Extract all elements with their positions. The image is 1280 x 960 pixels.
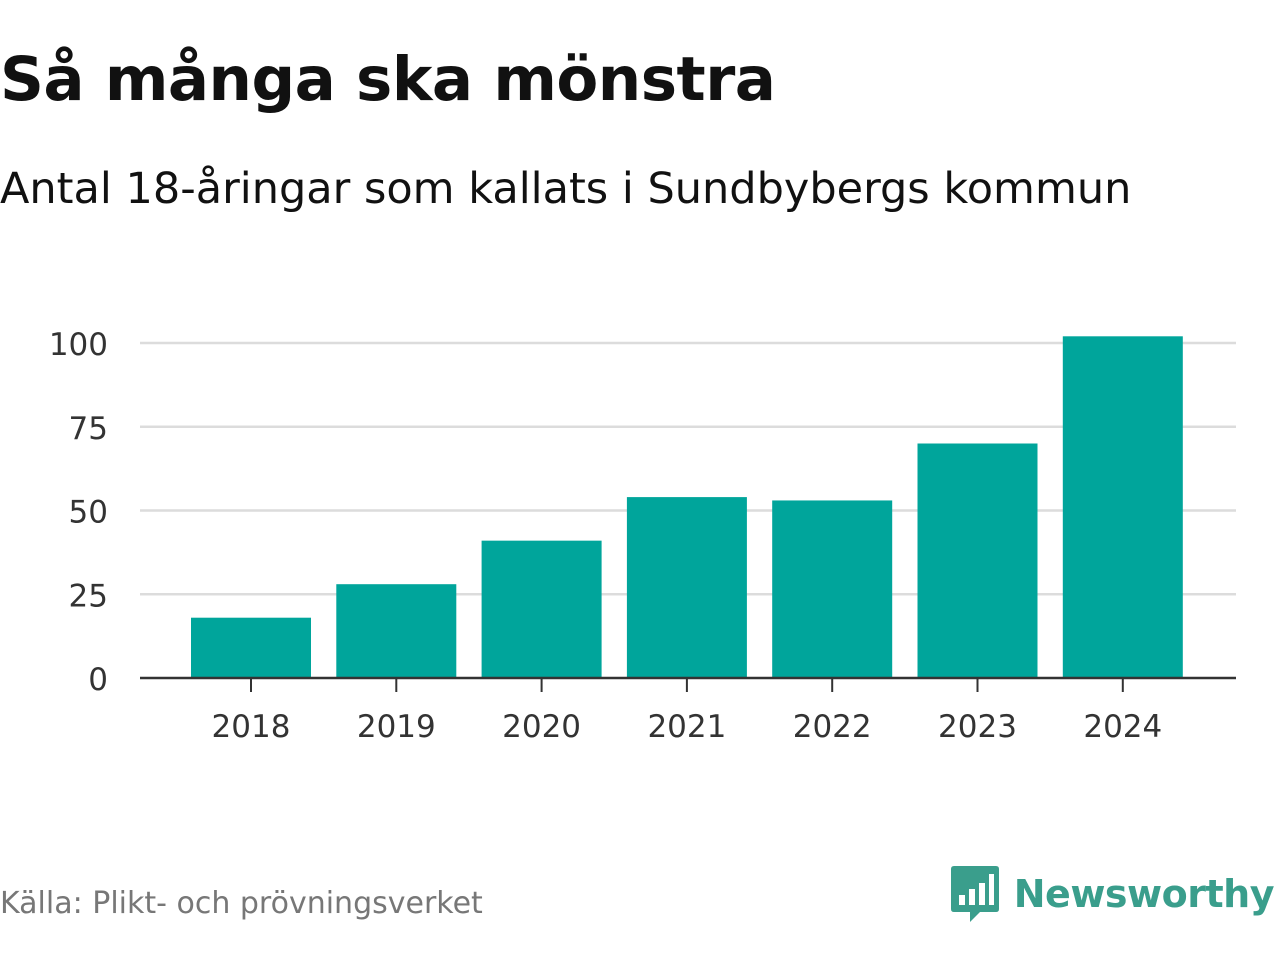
x-tick-label: 2018 [212, 709, 291, 745]
x-tick-label: 2023 [938, 709, 1017, 745]
bar-2020 [481, 540, 602, 678]
x-tick-label: 2022 [793, 709, 872, 745]
y-tick-label: 50 [69, 495, 108, 531]
x-tick-label: 2019 [357, 709, 436, 745]
brand-logo: Newsworthy [950, 864, 1275, 924]
x-axis: 2018 2019 2020 2021 2022 2023 2024 [140, 676, 1236, 745]
chart-title: Så många ska mönstra [0, 44, 776, 115]
bars [191, 336, 1183, 678]
x-tick-label: 2024 [1083, 709, 1162, 745]
y-tick-label: 0 [88, 662, 108, 698]
y-tick-label: 25 [69, 578, 108, 614]
bar-chart: 0 25 50 75 100 2018 2019 2020 2021 2022 2023 2024 [49, 327, 1236, 745]
bar-2018 [191, 617, 311, 678]
bar-2022 [772, 500, 893, 678]
y-tick-label: 75 [69, 411, 108, 447]
x-tick-label: 2020 [502, 709, 581, 745]
brand-name: Newsworthy [1013, 872, 1275, 916]
bar-2023 [917, 443, 1038, 678]
bar-2024 [1062, 336, 1183, 678]
x-tick-label: 2021 [647, 709, 726, 745]
y-tick-label: 100 [49, 327, 108, 363]
bar-2019 [336, 584, 457, 678]
source-note: Källa: Plikt- och prövningsverket [0, 886, 483, 921]
bar-chart-speech-bubble-icon [950, 866, 999, 922]
chart-subtitle: Antal 18-åringar som kallats i Sundbyber… [0, 164, 1132, 214]
bar-2021 [626, 497, 747, 678]
y-axis-tick-labels: 0 25 50 75 100 [49, 327, 108, 698]
